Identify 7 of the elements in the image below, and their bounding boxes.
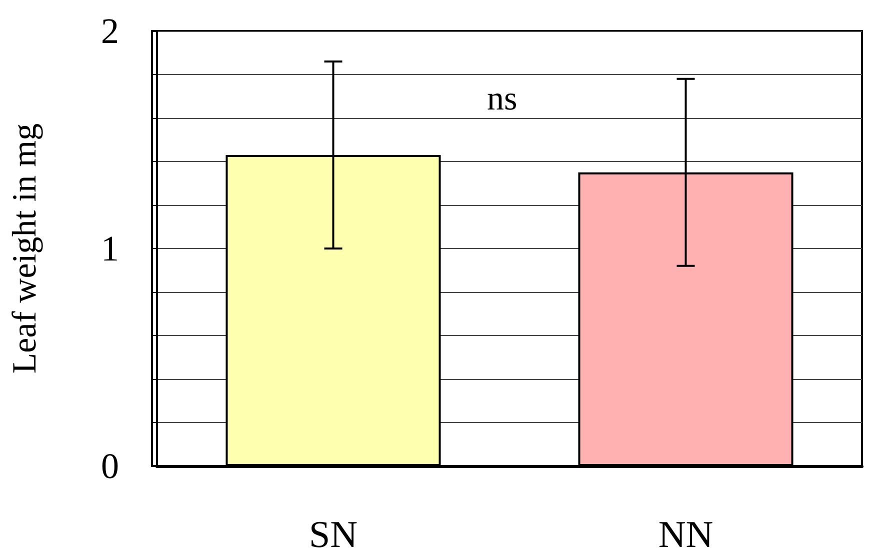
x-tick-label: NN bbox=[658, 514, 714, 556]
y-axis-title: Leaf weight in mg bbox=[6, 123, 44, 374]
y-tick-label: 0 bbox=[101, 446, 119, 486]
y-tick-label: 1 bbox=[101, 228, 119, 268]
y-tick-label: 2 bbox=[101, 11, 119, 51]
annotation: ns bbox=[487, 80, 518, 118]
x-tick-label: SN bbox=[308, 514, 358, 556]
